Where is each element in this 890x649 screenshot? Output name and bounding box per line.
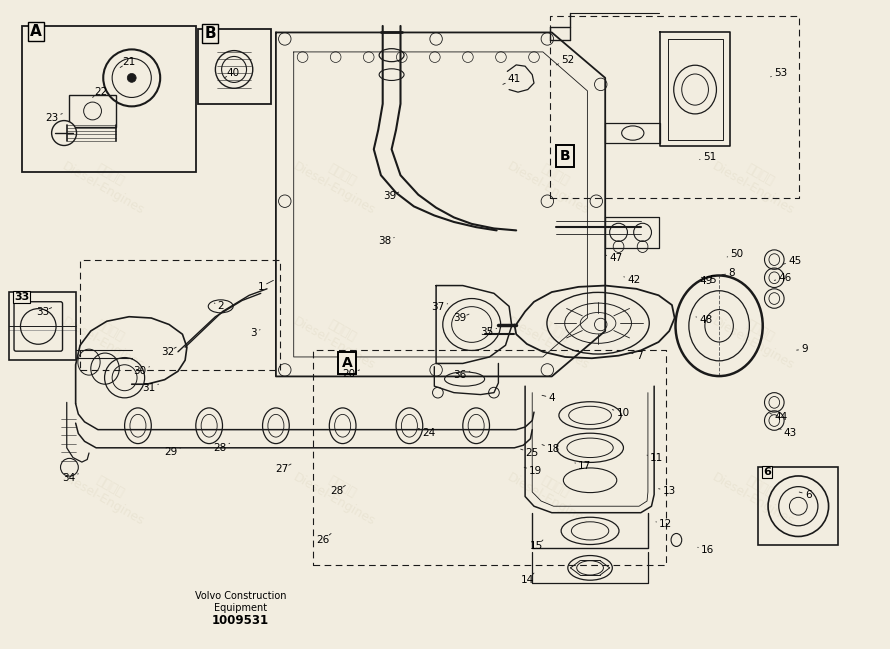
Text: 22: 22 xyxy=(93,87,107,97)
Bar xyxy=(9,292,76,360)
Text: A: A xyxy=(30,24,42,39)
Text: 27: 27 xyxy=(276,463,291,474)
Text: 11: 11 xyxy=(647,453,663,463)
Text: 25: 25 xyxy=(521,448,538,458)
Text: 7: 7 xyxy=(630,350,643,361)
Text: 紫发动力
Diesel-Engines: 紫发动力 Diesel-Engines xyxy=(60,147,154,217)
Text: 36: 36 xyxy=(454,370,470,380)
Bar xyxy=(758,467,838,545)
Text: 32: 32 xyxy=(161,347,176,357)
Text: 19: 19 xyxy=(524,466,542,476)
Text: 34: 34 xyxy=(62,473,78,484)
Text: 40: 40 xyxy=(224,67,239,78)
Circle shape xyxy=(52,121,77,145)
Text: 6: 6 xyxy=(799,489,812,500)
Text: 23: 23 xyxy=(45,113,62,123)
Text: 47: 47 xyxy=(606,253,622,263)
Text: 20: 20 xyxy=(343,369,360,379)
Text: 4: 4 xyxy=(542,393,555,403)
Text: 49: 49 xyxy=(696,276,712,286)
Text: 18: 18 xyxy=(542,444,560,454)
Text: 53: 53 xyxy=(771,67,787,78)
Text: 29: 29 xyxy=(165,447,181,458)
Text: 紫发动力
Diesel-Engines: 紫发动力 Diesel-Engines xyxy=(709,302,804,373)
Text: 2: 2 xyxy=(214,301,224,312)
Text: 48: 48 xyxy=(696,315,712,325)
Text: 21: 21 xyxy=(120,56,135,67)
Text: 43: 43 xyxy=(779,428,797,438)
Text: 16: 16 xyxy=(698,545,714,556)
Bar xyxy=(69,95,116,127)
Text: Volvo Construction: Volvo Construction xyxy=(195,591,286,601)
Text: 51: 51 xyxy=(700,152,716,162)
Text: 17: 17 xyxy=(575,461,591,471)
Text: 44: 44 xyxy=(770,412,788,422)
Text: 6: 6 xyxy=(764,467,771,477)
Bar xyxy=(22,26,196,172)
Text: 紫发动力
Diesel-Engines: 紫发动力 Diesel-Engines xyxy=(60,458,154,528)
Text: 35: 35 xyxy=(481,327,497,337)
Text: 15: 15 xyxy=(530,540,543,552)
Text: B: B xyxy=(205,26,216,41)
Text: 42: 42 xyxy=(624,275,640,286)
Circle shape xyxy=(127,73,136,82)
Text: 31: 31 xyxy=(142,383,158,393)
Text: 33: 33 xyxy=(14,292,29,302)
Text: 30: 30 xyxy=(134,366,150,376)
Text: 3: 3 xyxy=(250,328,260,338)
Text: B: B xyxy=(560,149,570,163)
Text: 紫发动力
Diesel-Engines: 紫发动力 Diesel-Engines xyxy=(291,302,385,373)
Text: 紫发动力
Diesel-Engines: 紫发动力 Diesel-Engines xyxy=(291,147,385,217)
Text: 28: 28 xyxy=(330,485,345,496)
Text: 39: 39 xyxy=(384,191,399,201)
Text: 52: 52 xyxy=(556,55,574,65)
Text: 紫发动力
Diesel-Engines: 紫发动力 Diesel-Engines xyxy=(709,458,804,528)
Text: 9: 9 xyxy=(797,344,808,354)
Text: 45: 45 xyxy=(783,256,801,266)
Text: Equipment: Equipment xyxy=(214,603,267,613)
Text: 14: 14 xyxy=(522,573,534,585)
Text: 紫发动力
Diesel-Engines: 紫发动力 Diesel-Engines xyxy=(709,147,804,217)
Text: 8: 8 xyxy=(722,268,735,278)
Text: A: A xyxy=(342,356,352,370)
Text: 28: 28 xyxy=(214,443,230,453)
Text: 紫发动力
Diesel-Engines: 紫发动力 Diesel-Engines xyxy=(505,147,599,217)
Text: 46: 46 xyxy=(774,273,791,283)
Text: 33: 33 xyxy=(36,306,52,317)
Text: 13: 13 xyxy=(659,486,676,496)
Text: 37: 37 xyxy=(432,302,448,312)
Text: 紫发动力
Diesel-Engines: 紫发动力 Diesel-Engines xyxy=(505,302,599,373)
Text: 1: 1 xyxy=(257,280,273,292)
Text: 26: 26 xyxy=(317,533,331,545)
Text: 5: 5 xyxy=(701,275,716,286)
Text: 24: 24 xyxy=(418,428,435,438)
Text: 10: 10 xyxy=(612,408,629,418)
Text: 12: 12 xyxy=(656,519,672,530)
Text: 39: 39 xyxy=(454,313,469,323)
Text: 41: 41 xyxy=(503,74,521,84)
Bar xyxy=(198,29,271,104)
Text: 紫发动力
Diesel-Engines: 紫发动力 Diesel-Engines xyxy=(291,458,385,528)
Text: 紫发动力
Diesel-Engines: 紫发动力 Diesel-Engines xyxy=(505,458,599,528)
Text: 38: 38 xyxy=(378,236,394,247)
Text: 1009531: 1009531 xyxy=(212,614,269,627)
Text: 50: 50 xyxy=(727,249,743,260)
Text: 紫发动力
Diesel-Engines: 紫发动力 Diesel-Engines xyxy=(60,302,154,373)
